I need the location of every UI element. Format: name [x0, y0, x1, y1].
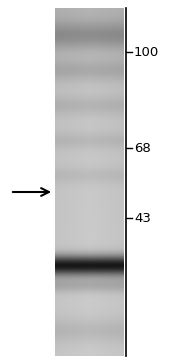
Text: 68: 68 [134, 142, 151, 154]
Text: 43: 43 [134, 211, 151, 225]
Text: 100: 100 [134, 46, 159, 59]
